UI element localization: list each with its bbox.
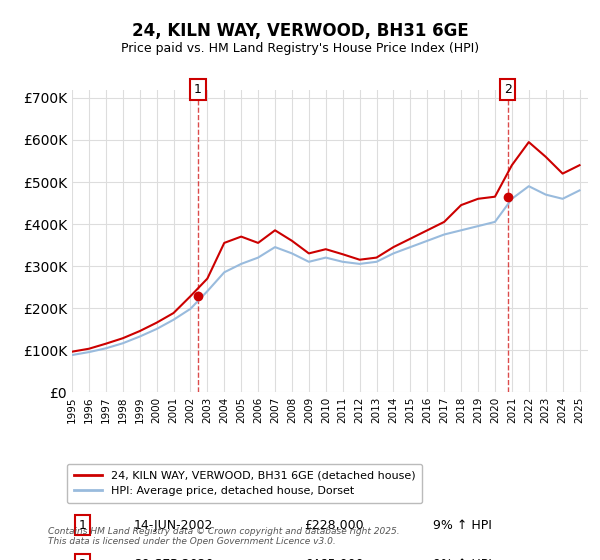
Text: Price paid vs. HM Land Registry's House Price Index (HPI): Price paid vs. HM Land Registry's House … bbox=[121, 42, 479, 55]
Text: 1: 1 bbox=[79, 519, 86, 531]
Text: 24, KILN WAY, VERWOOD, BH31 6GE: 24, KILN WAY, VERWOOD, BH31 6GE bbox=[131, 22, 469, 40]
Legend: 24, KILN WAY, VERWOOD, BH31 6GE (detached house), HPI: Average price, detached h: 24, KILN WAY, VERWOOD, BH31 6GE (detache… bbox=[67, 464, 422, 503]
Text: 2: 2 bbox=[504, 83, 512, 96]
Text: 2: 2 bbox=[79, 558, 86, 560]
Text: 9% ↑ HPI: 9% ↑ HPI bbox=[433, 558, 492, 560]
Text: 1: 1 bbox=[194, 83, 202, 96]
Text: £465,000: £465,000 bbox=[304, 558, 364, 560]
Text: 9% ↑ HPI: 9% ↑ HPI bbox=[433, 519, 492, 531]
Text: 29-SEP-2020: 29-SEP-2020 bbox=[134, 558, 214, 560]
Text: £228,000: £228,000 bbox=[304, 519, 364, 531]
Text: Contains HM Land Registry data © Crown copyright and database right 2025.
This d: Contains HM Land Registry data © Crown c… bbox=[48, 526, 400, 546]
Text: 14-JUN-2002: 14-JUN-2002 bbox=[134, 519, 213, 531]
